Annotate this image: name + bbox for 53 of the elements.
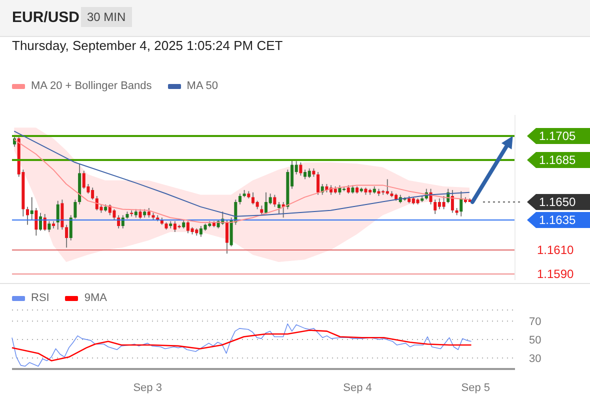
candlestick xyxy=(65,224,68,248)
candlestick xyxy=(147,208,150,218)
candlestick xyxy=(278,202,281,214)
candlestick xyxy=(434,199,437,214)
y-tick-label: 50 xyxy=(529,334,542,346)
chart-title: EUR/USD xyxy=(12,9,80,26)
chart-subtitle: Thursday, September 4, 2025 1:05:24 PM CET xyxy=(12,38,283,53)
candlestick xyxy=(299,162,302,176)
candlestick xyxy=(26,206,30,226)
y-tick-label: 1.1685 xyxy=(539,153,576,167)
candlestick xyxy=(74,199,77,220)
candlestick xyxy=(450,190,454,214)
y-tick-label: 1.1590 xyxy=(537,267,574,281)
candlestick xyxy=(460,190,463,217)
legend-label: MA 20 + Bollinger Bands xyxy=(31,80,152,92)
candlestick xyxy=(108,204,112,216)
line-series xyxy=(14,139,470,223)
candlestick xyxy=(112,208,116,220)
candlestick xyxy=(238,193,242,205)
candlestick xyxy=(304,169,307,180)
legend-label: 9MA xyxy=(84,292,107,304)
x-tick-label: Sep 4 xyxy=(343,382,372,394)
y-tick-label: 30 xyxy=(529,352,542,365)
candlestick xyxy=(82,170,86,190)
candlestick xyxy=(338,184,342,196)
y-tick-label: 1.1705 xyxy=(539,129,576,143)
candlestick xyxy=(225,220,228,254)
line-series xyxy=(12,323,472,367)
candlestick xyxy=(386,178,389,196)
candlestick xyxy=(316,172,320,196)
line-series xyxy=(11,330,472,362)
candlestick xyxy=(442,196,446,210)
candlestick xyxy=(60,199,64,230)
candlestick xyxy=(30,196,34,220)
legend-label: MA 50 xyxy=(186,80,218,92)
candlestick xyxy=(56,200,60,230)
x-tick-label: Sep 3 xyxy=(133,382,162,394)
y-tick-label: 1.1635 xyxy=(539,213,576,227)
candlestick xyxy=(260,205,264,216)
y-tick-label: 1.1610 xyxy=(537,243,574,257)
candlestick xyxy=(48,220,51,232)
candlestick xyxy=(43,214,46,232)
candlestick xyxy=(34,208,38,236)
candlestick xyxy=(39,212,42,232)
x-tick-label: Sep 5 xyxy=(461,382,490,394)
candlestick xyxy=(273,194,276,208)
candlestick xyxy=(69,214,72,241)
text: 30 MIN xyxy=(81,7,132,27)
y-tick-label: 1.1650 xyxy=(539,195,576,209)
candlestick xyxy=(138,208,142,220)
legend-label: RSI xyxy=(31,292,50,304)
candlestick xyxy=(308,168,311,178)
y-tick-label: 70 xyxy=(529,316,542,328)
